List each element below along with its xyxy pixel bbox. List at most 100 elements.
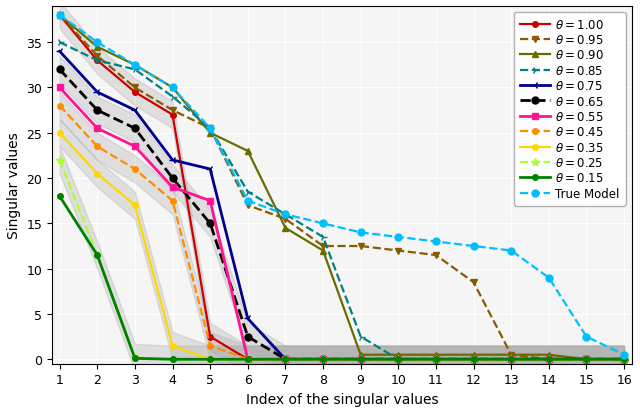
Legend: $\theta = 1.00$, $\theta = 0.95$, $\theta = 0.90$, $\theta = 0.85$, $\theta = 0.: $\theta = 1.00$, $\theta = 0.95$, $\thet… — [514, 13, 626, 206]
$\theta = 0.25$ — [470, 357, 477, 362]
$\theta = 0.25$ — [56, 158, 63, 163]
$\theta = 0.75$ — [394, 357, 402, 362]
$\theta = 1.00$ — [582, 357, 590, 362]
$\theta = 0.85$ — [206, 126, 214, 131]
$\theta = 0.25$ — [432, 357, 440, 362]
$\theta = 0.45$ — [394, 357, 402, 362]
$\theta = 0.45$ — [545, 357, 553, 362]
$\theta = 0.95$ — [93, 54, 101, 59]
$\theta = 0.45$ — [93, 145, 101, 150]
True Model — [394, 235, 402, 240]
$\theta = 0.85$ — [56, 40, 63, 45]
$\theta = 0.90$ — [582, 357, 590, 362]
Line: $\theta = 0.55$: $\theta = 0.55$ — [57, 85, 627, 362]
$\theta = 0.90$ — [206, 131, 214, 136]
$\theta = 0.15$ — [357, 357, 365, 362]
$\theta = 0.15$ — [394, 357, 402, 362]
$\theta = 0.25$ — [319, 357, 327, 362]
$\theta = 0.75$ — [282, 357, 289, 362]
Line: $\theta = 0.25$: $\theta = 0.25$ — [56, 157, 628, 363]
$\theta = 0.55$ — [394, 357, 402, 362]
$\theta = 0.75$ — [206, 167, 214, 172]
True Model — [56, 14, 63, 19]
$\theta = 0.65$ — [206, 221, 214, 226]
$\theta = 0.35$ — [545, 357, 553, 362]
$\theta = 0.90$ — [282, 226, 289, 231]
$\theta = 1.00$ — [394, 357, 402, 362]
$\theta = 0.25$ — [582, 357, 590, 362]
$\theta = 0.15$ — [244, 357, 252, 362]
$\theta = 0.15$ — [545, 357, 553, 362]
$\theta = 0.85$ — [432, 357, 440, 362]
True Model — [508, 249, 515, 254]
$\theta = 0.55$ — [244, 357, 252, 362]
$\theta = 0.65$ — [357, 357, 365, 362]
$\theta = 0.15$ — [620, 357, 628, 362]
$\theta = 0.45$ — [319, 357, 327, 362]
$\theta = 0.65$ — [582, 357, 590, 362]
$\theta = 0.95$ — [545, 357, 553, 362]
$\theta = 0.15$ — [582, 357, 590, 362]
$\theta = 0.85$ — [169, 95, 177, 100]
$\theta = 0.35$ — [319, 357, 327, 362]
$\theta = 0.25$ — [545, 357, 553, 362]
$\theta = 0.45$ — [620, 357, 628, 362]
$\theta = 0.55$ — [432, 357, 440, 362]
$\theta = 0.35$ — [394, 357, 402, 362]
$\theta = 0.45$ — [282, 357, 289, 362]
True Model — [357, 230, 365, 235]
$\theta = 0.55$ — [131, 145, 139, 150]
X-axis label: Index of the singular values: Index of the singular values — [246, 392, 438, 406]
$\theta = 0.35$ — [169, 343, 177, 348]
$\theta = 0.25$ — [394, 357, 402, 362]
$\theta = 0.95$ — [282, 217, 289, 222]
$\theta = 0.25$ — [282, 357, 289, 362]
$\theta = 0.65$ — [169, 176, 177, 181]
$\theta = 0.95$ — [357, 244, 365, 249]
$\theta = 0.15$ — [131, 356, 139, 361]
$\theta = 0.45$ — [470, 357, 477, 362]
$\theta = 1.00$ — [206, 334, 214, 339]
$\theta = 1.00$ — [620, 357, 628, 362]
$\theta = 0.35$ — [582, 357, 590, 362]
$\theta = 0.45$ — [56, 104, 63, 109]
$\theta = 0.65$ — [508, 357, 515, 362]
$\theta = 0.95$ — [131, 86, 139, 91]
$\theta = 0.90$ — [357, 352, 365, 357]
$\theta = 0.55$ — [545, 357, 553, 362]
$\theta = 0.95$ — [169, 108, 177, 113]
$\theta = 0.65$ — [394, 357, 402, 362]
$\theta = 0.35$ — [508, 357, 515, 362]
$\theta = 1.00$ — [282, 357, 289, 362]
$\theta = 0.85$ — [582, 357, 590, 362]
$\theta = 0.55$ — [93, 126, 101, 131]
$\theta = 0.25$ — [131, 355, 139, 360]
$\theta = 0.65$ — [244, 334, 252, 339]
$\theta = 0.95$ — [582, 357, 590, 362]
$\theta = 0.35$ — [206, 357, 214, 362]
$\theta = 1.00$ — [508, 357, 515, 362]
$\theta = 0.65$ — [93, 108, 101, 113]
Line: $\theta = 0.65$: $\theta = 0.65$ — [56, 67, 628, 363]
$\theta = 0.55$ — [470, 357, 477, 362]
$\theta = 0.85$ — [131, 68, 139, 73]
$\theta = 0.35$ — [244, 357, 252, 362]
$\theta = 1.00$ — [470, 357, 477, 362]
$\theta = 0.55$ — [169, 185, 177, 190]
True Model — [206, 126, 214, 131]
$\theta = 0.85$ — [508, 357, 515, 362]
$\theta = 0.90$ — [244, 149, 252, 154]
$\theta = 0.75$ — [319, 357, 327, 362]
$\theta = 0.95$ — [319, 244, 327, 249]
$\theta = 0.15$ — [432, 357, 440, 362]
$\theta = 0.25$ — [93, 253, 101, 258]
$\theta = 1.00$ — [244, 357, 252, 362]
$\theta = 0.75$ — [169, 158, 177, 163]
$\theta = 0.85$ — [394, 357, 402, 362]
$\theta = 0.25$ — [244, 357, 252, 362]
$\theta = 0.85$ — [93, 59, 101, 64]
True Model — [244, 199, 252, 204]
$\theta = 0.95$ — [432, 253, 440, 258]
$\theta = 0.25$ — [508, 357, 515, 362]
$\theta = 0.65$ — [319, 357, 327, 362]
